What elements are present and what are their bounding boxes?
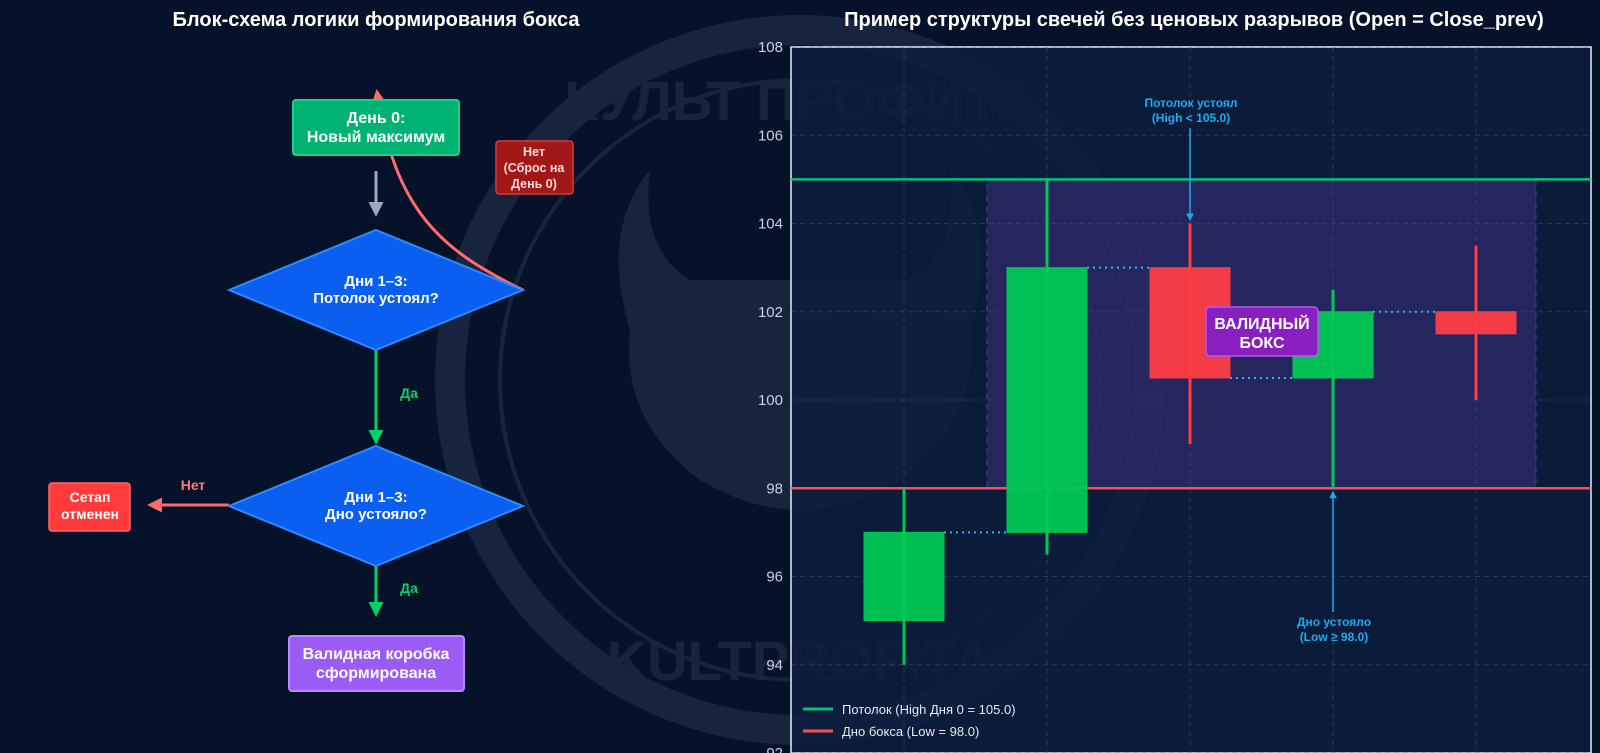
- no-reset-box: [495, 140, 574, 195]
- decision2-line-1: Дни 1–3:: [344, 489, 407, 506]
- setup-cancelled-box: [48, 482, 131, 532]
- y-tick-label: 100: [758, 392, 783, 409]
- yes-label-2: Да: [400, 580, 418, 596]
- connector-layer: [944, 266, 1436, 534]
- y-tick-label: 92: [766, 745, 783, 753]
- decision1-line-2: Потолок устоял?: [313, 290, 439, 307]
- yes-label-1: Да: [400, 385, 418, 401]
- level-layer: [791, 178, 1591, 490]
- day0-box: [292, 99, 460, 156]
- cancel-line-2: отменен: [61, 506, 119, 522]
- legend-floor-label: Дно бокса (Low = 98.0): [842, 724, 979, 739]
- y-tick-label: 104: [758, 216, 783, 233]
- no-cancel-label: Нет: [181, 477, 206, 493]
- valid-line-1: Валидная коробка: [303, 646, 450, 663]
- valid-box-label-line-2: БОКС: [1239, 335, 1285, 352]
- valid-box-label-line-1: ВАЛИДНЫЙ: [1214, 314, 1309, 333]
- y-tick-label: 108: [758, 39, 783, 56]
- no-reset-line-1: Нет: [523, 145, 545, 159]
- chart-title: Пример структуры свечей без ценовых разр…: [844, 9, 1544, 31]
- annotation-ceiling-line-1: Потолок устоял: [1144, 96, 1237, 110]
- y-axis: 92 94 96 98 100 102 104 106 108: [758, 39, 783, 753]
- valid-line-2: сформирована: [316, 665, 436, 682]
- decision-ceiling-diamond: [226, 228, 526, 352]
- annotation-ceiling-line-2: (High < 105.0): [1152, 111, 1230, 125]
- y-tick-label: 102: [758, 304, 783, 321]
- decision-floor-diamond: [226, 444, 526, 568]
- annotation-floor-line-2: (Low ≥ 98.0): [1300, 630, 1369, 644]
- y-tick-label: 98: [766, 480, 783, 497]
- annotation-floor-line-1: Дно устояло: [1297, 615, 1371, 629]
- valid-box: [288, 635, 465, 692]
- flowchart-panel: Блок-схема логики формирования бокса Ден…: [48, 9, 581, 692]
- candle-body: [863, 531, 945, 622]
- decision1-line-1: Дни 1–3:: [344, 273, 407, 290]
- day0-line-2: Новый максимум: [307, 129, 445, 146]
- no-reset-line-2: (Сброс на: [504, 161, 566, 175]
- y-tick-label: 96: [766, 569, 783, 586]
- y-tick-label: 94: [766, 657, 783, 674]
- legend: Потолок (High Дня 0 = 105.0) Дно бокса (…: [803, 702, 1016, 739]
- valid-box-label-bg: [1205, 306, 1319, 357]
- legend-ceiling-label: Потолок (High Дня 0 = 105.0): [842, 702, 1016, 717]
- chart-panel: Пример структуры свечей без ценовых разр…: [758, 9, 1592, 753]
- candle-body: [1006, 267, 1088, 533]
- no-reset-line-3: День 0): [511, 177, 557, 191]
- flowchart-title: Блок-схема логики формирования бокса: [173, 9, 581, 31]
- y-tick-label: 106: [758, 127, 783, 144]
- decision2-line-2: Дно устояло?: [325, 506, 427, 523]
- cancel-line-1: Сетап: [70, 489, 111, 505]
- candle-body: [1435, 311, 1517, 335]
- day0-line-1: День 0:: [347, 110, 406, 127]
